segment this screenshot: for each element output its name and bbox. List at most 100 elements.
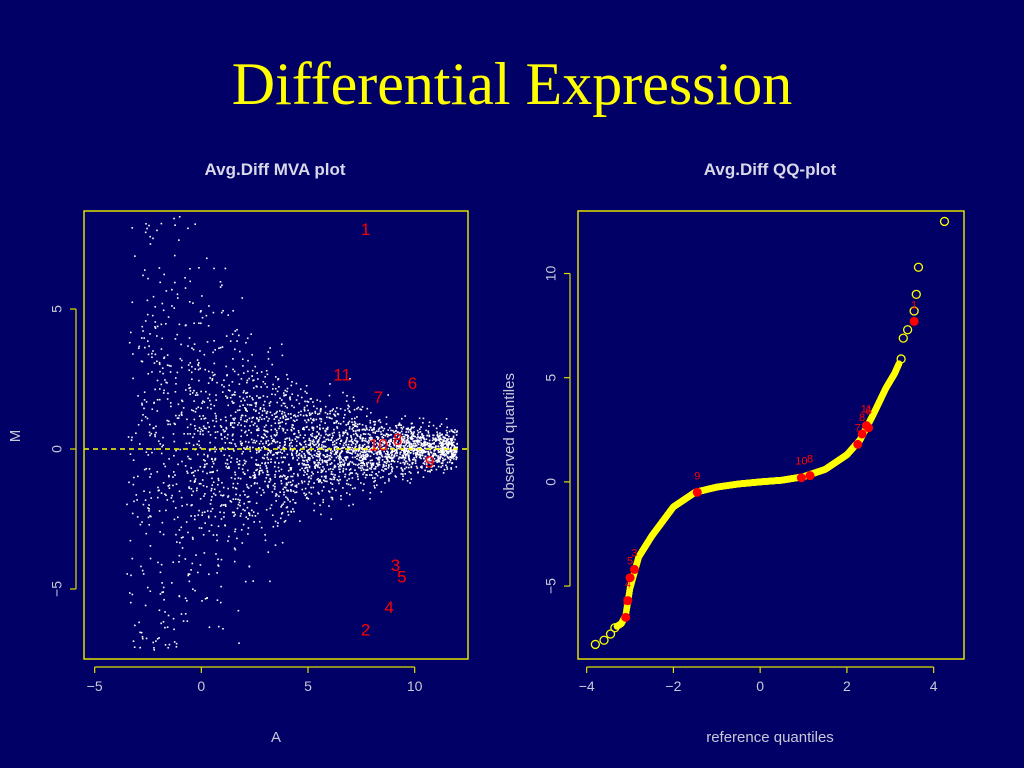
mva-point <box>313 419 315 422</box>
mva-point <box>433 454 435 457</box>
mva-point <box>179 448 182 451</box>
mva-point <box>167 614 170 617</box>
mva-point <box>315 463 318 466</box>
mva-point <box>154 435 156 438</box>
mva-point <box>246 381 248 384</box>
mva-point <box>179 541 181 544</box>
mva-point <box>430 451 432 453</box>
mva-point <box>319 504 321 507</box>
mva-point <box>202 400 204 403</box>
mva-point <box>342 432 345 435</box>
mva-point <box>239 515 242 517</box>
mva-point <box>437 456 439 459</box>
mva-point <box>391 468 393 471</box>
mva-point <box>411 435 413 437</box>
mva-point <box>142 330 144 332</box>
mva-point <box>454 429 456 431</box>
mva-point <box>445 451 448 453</box>
mva-point <box>453 446 456 448</box>
mva-point <box>354 487 356 489</box>
mva-point <box>329 383 331 385</box>
mva-point <box>192 471 195 474</box>
mva-point <box>332 444 334 446</box>
mva-point <box>346 479 348 482</box>
mva-point <box>300 410 302 413</box>
mva-point <box>361 428 364 431</box>
mva-point <box>286 506 289 508</box>
mva-point <box>413 449 416 451</box>
mva-point <box>145 532 148 535</box>
mva-point <box>325 461 328 464</box>
qq-y-axis-label: observed quantiles <box>501 373 518 499</box>
mva-point <box>330 518 333 520</box>
mva-point <box>292 508 294 510</box>
mva-point <box>250 438 253 441</box>
mva-point <box>280 513 283 515</box>
mva-point <box>199 465 202 468</box>
mva-point <box>433 443 436 445</box>
mva-point <box>369 459 372 462</box>
mva-point <box>437 458 440 460</box>
mva-point <box>421 445 424 448</box>
mva-point <box>358 423 361 425</box>
mva-point <box>387 429 390 431</box>
mva-point <box>204 493 206 495</box>
mva-point <box>230 501 233 503</box>
mva-point <box>192 490 195 493</box>
mva-point <box>429 462 432 465</box>
mva-point <box>455 466 458 468</box>
mva-point <box>434 439 437 442</box>
mva-point <box>164 644 167 646</box>
mva-point <box>318 455 321 458</box>
mva-point <box>234 391 236 393</box>
mva-point <box>245 392 247 395</box>
mva-point <box>184 287 187 289</box>
mva-point <box>408 459 411 462</box>
mva-point <box>186 503 188 506</box>
mva-point <box>281 475 283 478</box>
mva-point <box>345 429 347 432</box>
mva-point <box>247 495 250 498</box>
mva-point <box>439 455 441 458</box>
mva-point <box>154 388 156 391</box>
mva-point <box>313 436 316 439</box>
mva-point <box>278 419 280 422</box>
mva-point <box>400 430 403 433</box>
mva-point <box>181 400 184 403</box>
mva-point <box>400 437 403 440</box>
mva-point <box>223 504 225 506</box>
mva-point <box>211 477 213 480</box>
mva-point <box>266 471 269 473</box>
mva-point <box>221 438 223 440</box>
mva-point <box>167 646 169 649</box>
mva-point <box>403 453 406 455</box>
mva-point <box>339 478 341 481</box>
mva-point <box>352 463 355 465</box>
mva-point <box>391 459 393 461</box>
mva-point <box>379 440 382 443</box>
mva-point <box>221 481 223 484</box>
mva-point <box>178 490 181 493</box>
mva-point <box>317 450 319 453</box>
mva-point <box>428 454 431 456</box>
qq-highlight-point <box>853 439 863 449</box>
qq-x-tick-label: 4 <box>930 678 938 694</box>
mva-point <box>414 448 416 450</box>
mva-point <box>428 425 430 427</box>
mva-point <box>425 447 427 450</box>
mva-point <box>313 461 315 463</box>
mva-point <box>280 506 282 508</box>
mva-point <box>278 427 280 430</box>
mva-point <box>254 365 257 368</box>
mva-point <box>161 302 164 305</box>
mva-point <box>440 434 443 436</box>
mva-point <box>305 384 308 387</box>
mva-point <box>377 457 380 459</box>
mva-point <box>375 436 378 438</box>
mva-point <box>388 445 391 447</box>
mva-point <box>303 463 306 465</box>
mva-point <box>154 353 157 356</box>
mva-point <box>234 487 237 490</box>
qq-point-label: 3 <box>631 547 637 559</box>
mva-point <box>141 637 144 640</box>
